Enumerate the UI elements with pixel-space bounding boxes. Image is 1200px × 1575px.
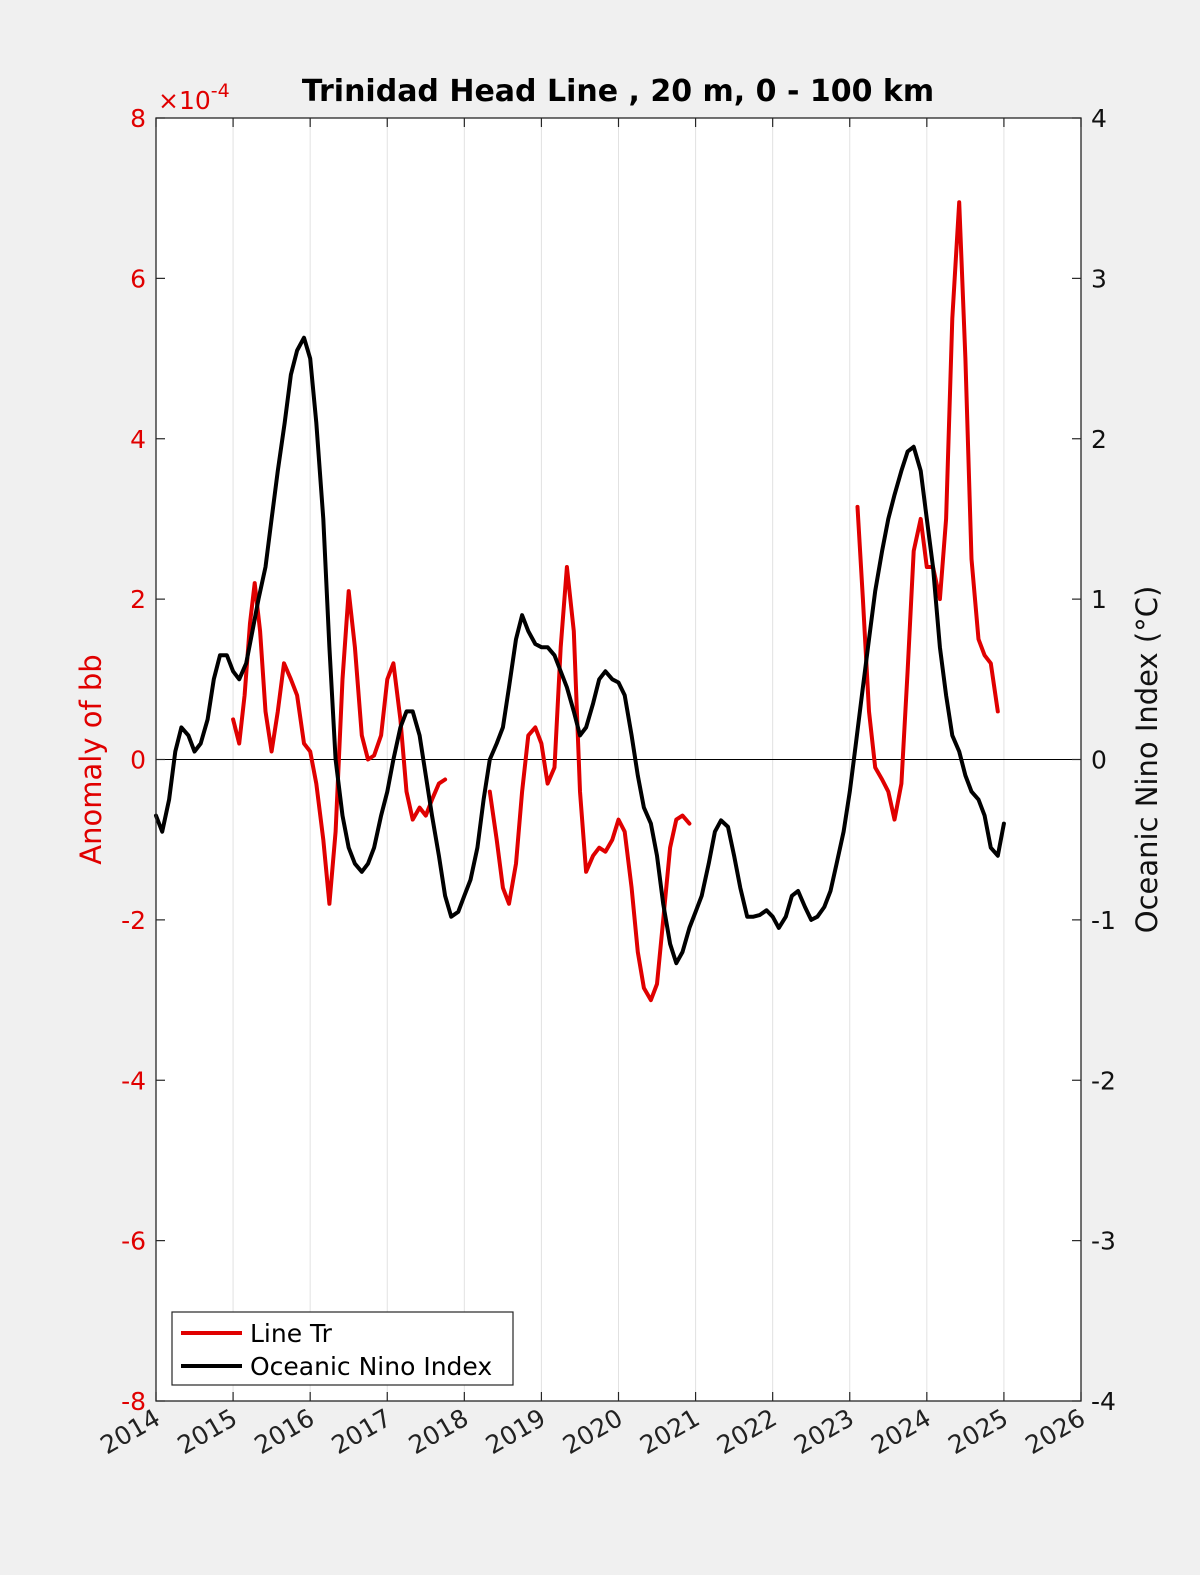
y-tick-label-left: 4: [130, 425, 146, 454]
y-tick-label-left: -6: [121, 1227, 146, 1256]
x-tick-label: 2019: [481, 1403, 551, 1460]
y-tick-label-left: 8: [130, 104, 146, 133]
legend-label-line-tr: Line Tr: [250, 1319, 333, 1348]
y-tick-label-right: 3: [1091, 264, 1107, 293]
x-tick-label: 2026: [1020, 1403, 1090, 1460]
left-axis-exponent: ×10-4: [158, 80, 230, 115]
legend-box: [171, 1311, 514, 1386]
y-tick-label-right: -3: [1091, 1227, 1116, 1256]
y-tick-label-left: -4: [121, 1066, 146, 1095]
y-tick-label-right: 2: [1091, 425, 1107, 454]
chart-title: Trinidad Head Line , 20 m, 0 - 100 km: [302, 74, 934, 109]
y-tick-label-right: 1: [1091, 585, 1107, 614]
y-tick-label-right: -2: [1091, 1066, 1116, 1095]
x-tick-label: 2015: [172, 1403, 242, 1460]
series-line-line-tr: [231, 581, 448, 906]
legend: Line Tr Oceanic Nino Index: [171, 1311, 514, 1386]
left-axis-exponent-power: -4: [211, 80, 230, 102]
y-tick-label-right: -4: [1091, 1387, 1116, 1416]
series-layer: [154, 200, 1006, 1003]
x-tick-label: 2024: [866, 1403, 936, 1460]
x-tick-label: 2016: [250, 1403, 320, 1460]
x-tick-label: 2021: [635, 1403, 705, 1460]
y-tick-label-left: -2: [121, 906, 146, 935]
y-tick-label-left: 0: [130, 746, 146, 775]
x-tick-label: 2020: [558, 1403, 628, 1460]
legend-label-oceanic-nino-index: Oceanic Nino Index: [250, 1352, 492, 1381]
y-tick-label-left: 6: [130, 264, 146, 293]
x-tick-label: 2018: [404, 1403, 474, 1460]
x-tick-label: 2017: [327, 1403, 397, 1460]
y-tick-label-right: 4: [1091, 104, 1107, 133]
y-tick-label-right: 0: [1091, 746, 1107, 775]
series-line-line-tr: [855, 200, 1000, 822]
x-tick-label: 2022: [712, 1403, 782, 1460]
y-tick-label-left: -8: [121, 1387, 146, 1416]
x-tick-label: 2023: [789, 1403, 859, 1460]
x-tick-label: 2025: [943, 1403, 1013, 1460]
left-axis-exponent-base: ×10: [158, 86, 211, 115]
y-axis-label-left: Anomaly of bb: [74, 654, 108, 864]
y-tick-label-right: -1: [1091, 906, 1116, 935]
series-line-oceanic-nino-index: [154, 335, 1006, 966]
series-line-line-tr: [487, 565, 692, 1003]
y-tick-label-left: 2: [130, 585, 146, 614]
y-axis-label-right: Oceanic Nino Index (°C): [1130, 586, 1164, 934]
